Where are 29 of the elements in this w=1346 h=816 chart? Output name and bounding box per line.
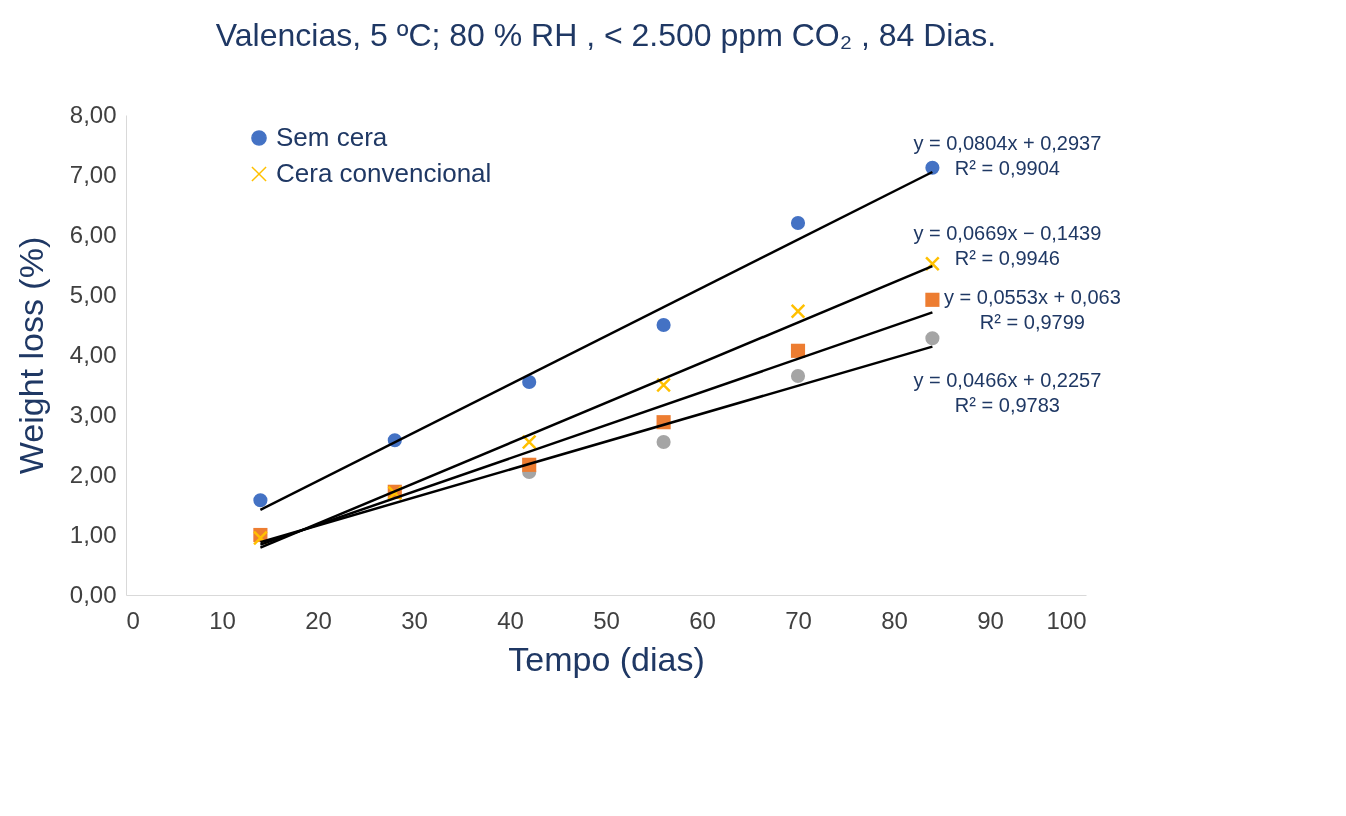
y-tick-label: 8,00 [69,100,117,128]
x-tick-label: 100 [1046,606,1087,634]
annotation: y = 0,0466x + 0,2257 R² = 0,9783 [913,368,1102,416]
y-tick-label: 5,00 [69,280,117,308]
chart-title: Valencias, 5 ºC; 80 % RH , < 2.500 ppm CO₂ , 84 Dias. [215,17,997,53]
y-tick-label: 0,00 [69,580,117,608]
annotation: y = 0,0669x − 0,1439 R² = 0,9946 [913,222,1102,270]
y-tick-label: 2,00 [69,460,117,488]
annotation: y = 0,0804x + 0,2937 R² = 0,9904 [913,132,1102,179]
x-tick-label: 0 [126,606,140,634]
x-tick-label: 90 [977,606,1004,634]
legend-label: Sem cera [276,122,388,152]
x-tick-label: 80 [881,606,908,634]
x-tick-label: 20 [305,606,332,634]
y-tick-label: 7,00 [69,160,117,188]
y-tick-label: 1,00 [69,520,117,548]
x-tick-label: 70 [785,606,812,634]
y-tick-label: 3,00 [69,400,117,428]
x-tick-label: 10 [209,606,236,634]
y-tick-label: 4,00 [69,340,117,368]
legend-label: Cera convencional [276,158,492,188]
x-axis-title: Tempo (dias) [508,639,705,678]
y-axis-title: Weight loss (%) [11,236,50,475]
y-tick-label: 6,00 [69,220,117,248]
x-tick-label: 50 [593,606,620,634]
x-tick-label: 60 [689,606,716,634]
x-tick-label: 30 [401,606,428,634]
annotation: y = 0,0553x + 0,063 R² = 0,9799 [943,286,1121,334]
x-tick-label: 40 [497,606,524,634]
